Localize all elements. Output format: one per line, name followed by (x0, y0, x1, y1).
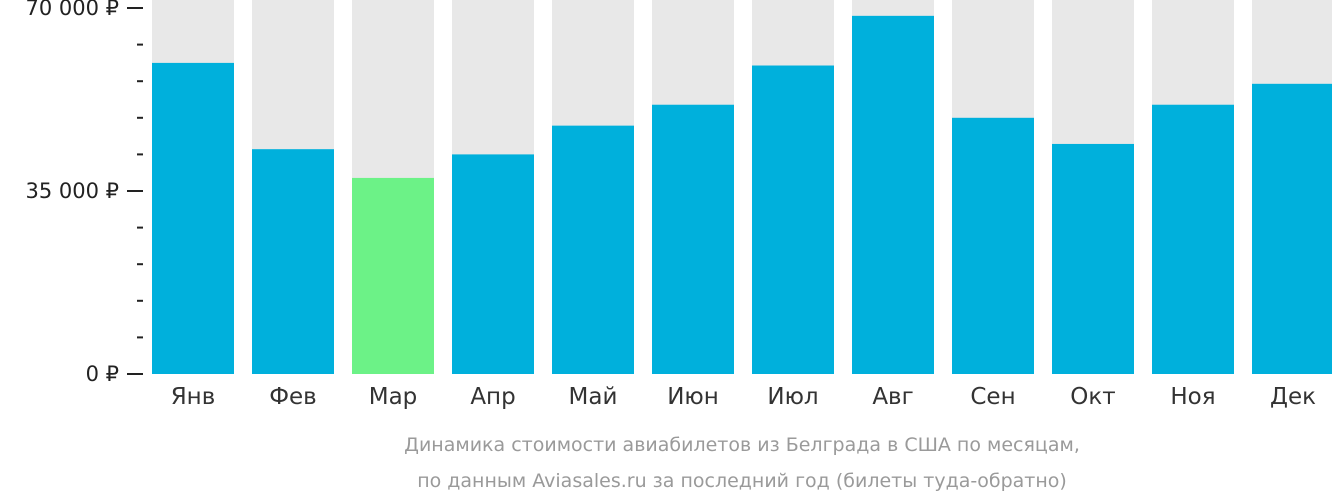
x-tick-label-10: Окт (1070, 384, 1115, 410)
y-tick-label-2: 35 000 ₽ (25, 179, 119, 203)
y-axis: 0 ₽ 35 000 ₽ 70 000 ₽ (25, 0, 143, 386)
bar-5[interactable] (552, 125, 634, 375)
x-tick-label-9: Сен (970, 384, 1015, 410)
x-tick-label-6: Июн (667, 384, 719, 410)
bar-7[interactable] (752, 65, 834, 374)
x-tick-label-5: Май (569, 384, 618, 410)
bar-12[interactable] (1252, 83, 1332, 375)
x-tick-label-4: Апр (470, 384, 515, 410)
y-tick-label-3: 70 000 ₽ (25, 0, 119, 20)
bar-4[interactable] (452, 154, 534, 374)
y-tick-label-1: 0 ₽ (86, 362, 119, 386)
bar-1[interactable] (152, 62, 234, 375)
x-tick-label-12: Дек (1270, 384, 1316, 410)
bar-8[interactable] (852, 15, 934, 374)
data-bars (152, 15, 1332, 375)
caption-line-1: Динамика стоимости авиабилетов из Белгра… (404, 434, 1080, 456)
caption-line-2: по данным Aviasales.ru за последний год … (417, 470, 1067, 492)
x-axis-labels: Янв Фев Мар Апр Май Июн Июл Авг Сен Окт Ноя Дек (171, 384, 1316, 410)
x-tick-label-11: Ноя (1170, 384, 1215, 410)
bar-6[interactable] (652, 104, 734, 374)
x-tick-label-7: Июл (767, 384, 818, 410)
x-tick-label-3: Мар (369, 384, 418, 410)
x-tick-label-1: Янв (171, 384, 216, 410)
x-tick-label-8: Авг (872, 384, 913, 410)
bar-2[interactable] (252, 149, 334, 374)
bar-3[interactable] (352, 177, 434, 374)
bar-9[interactable] (952, 117, 1034, 375)
bar-10[interactable] (1052, 143, 1134, 374)
x-tick-label-2: Фев (269, 384, 317, 410)
bar-11[interactable] (1152, 104, 1234, 374)
